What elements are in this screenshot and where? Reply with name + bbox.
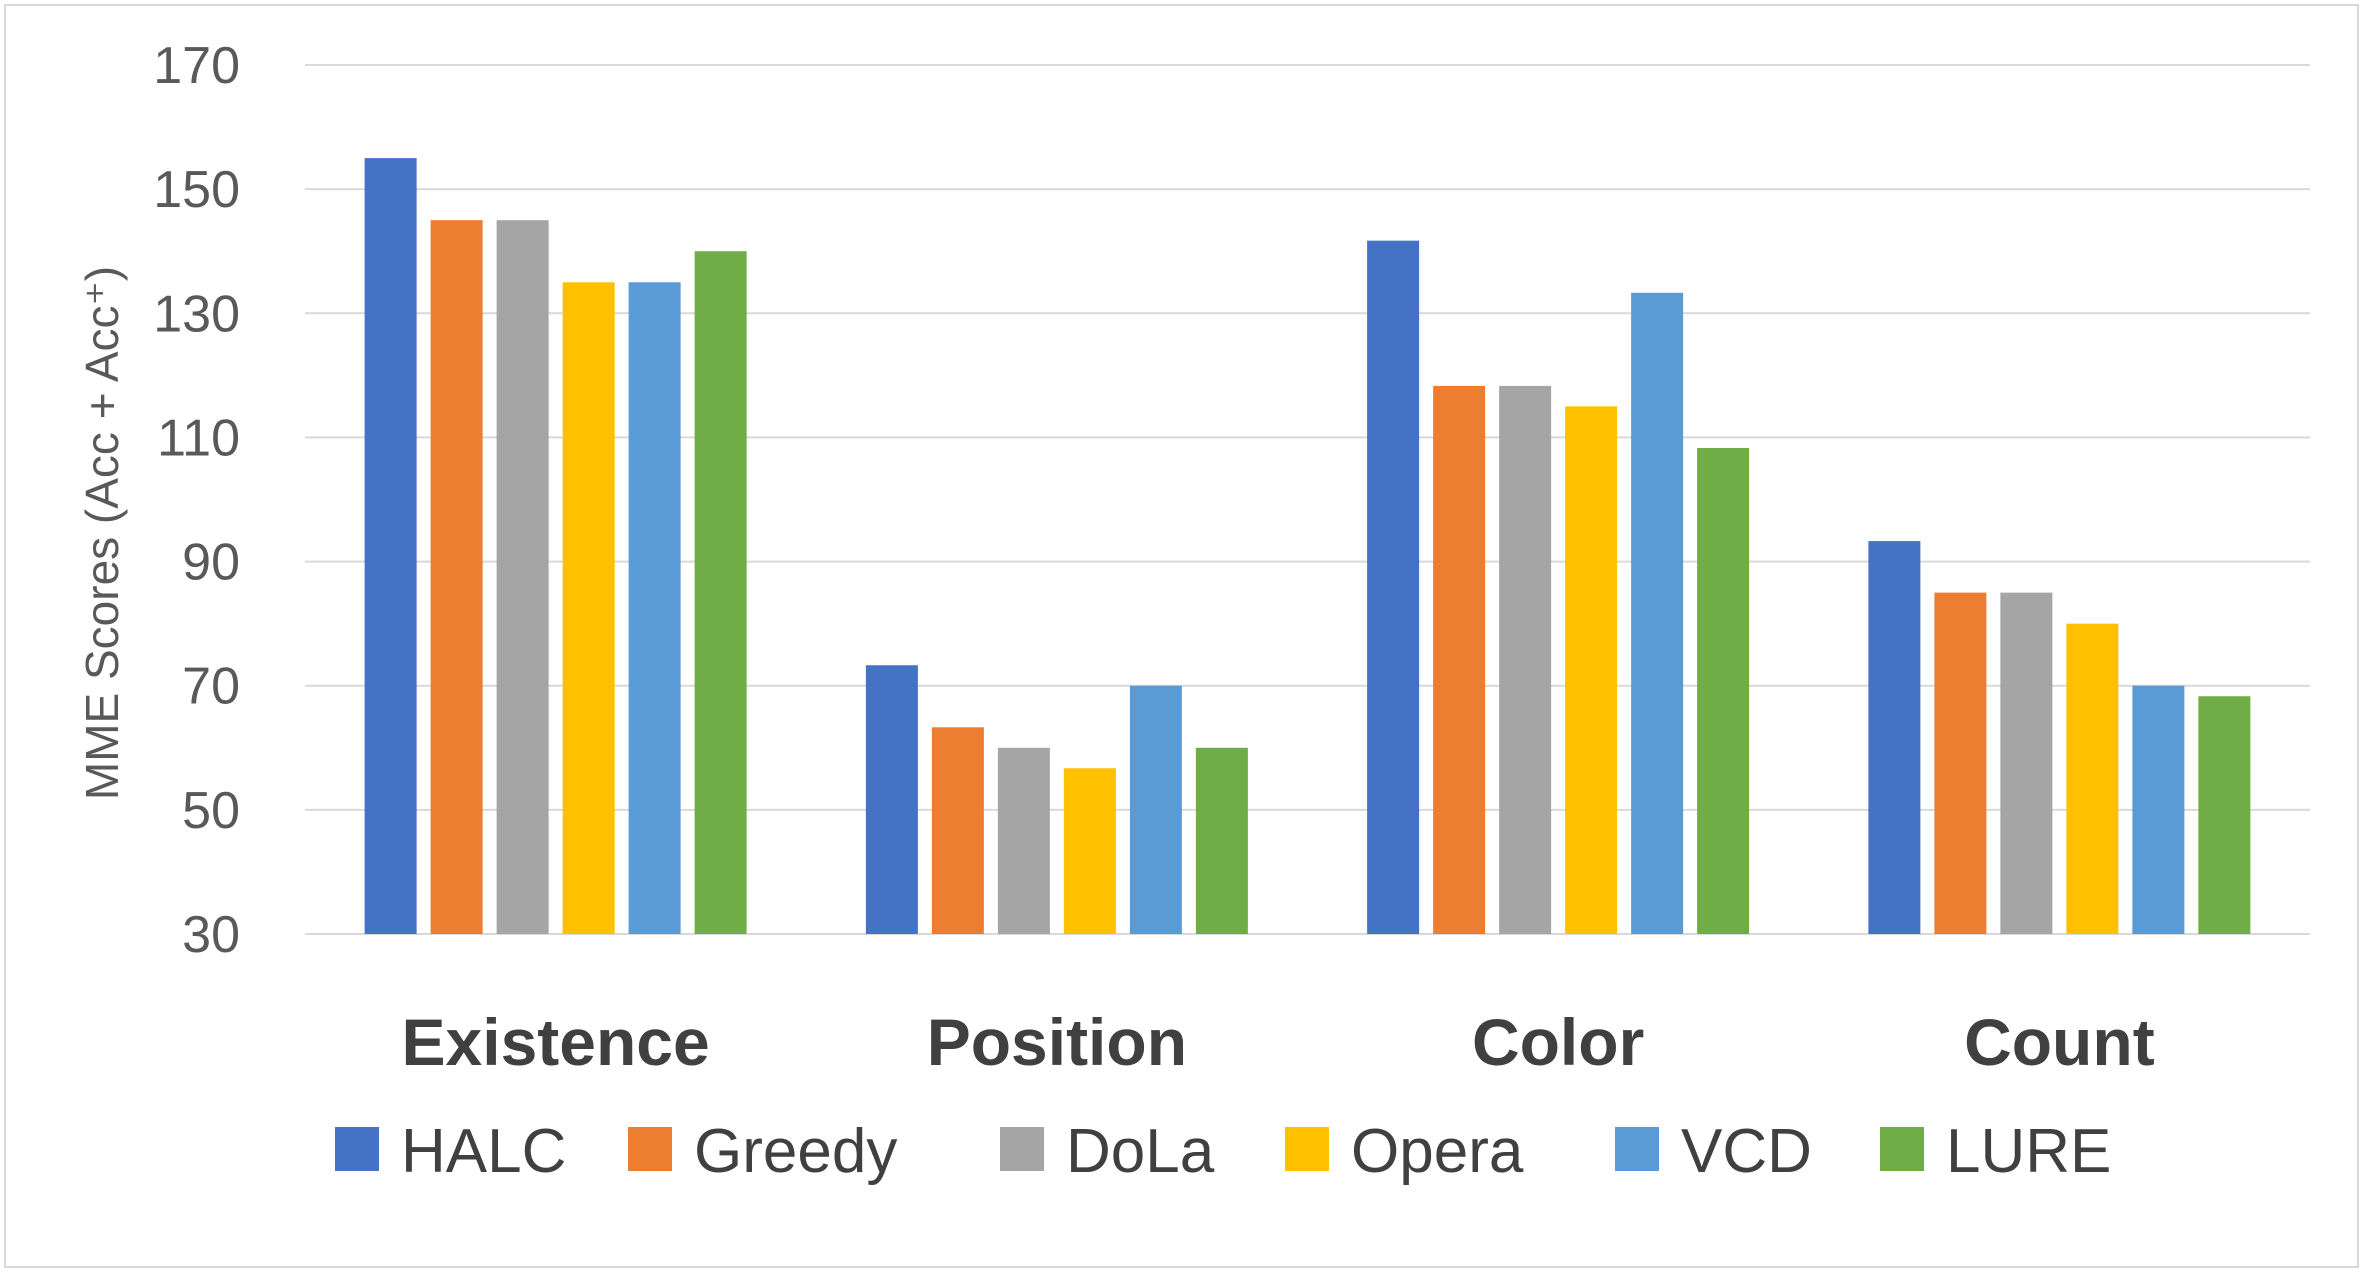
- legend-swatch: [1285, 1127, 1329, 1171]
- category-label: Color: [1472, 1005, 1644, 1079]
- legend-swatch: [335, 1127, 379, 1171]
- legend-label: Opera: [1351, 1117, 1524, 1186]
- bar-opera-position: [1063, 768, 1116, 934]
- bar-halc-color: [1367, 240, 1420, 935]
- bar-dola-position: [997, 747, 1050, 934]
- bar-vcd-count: [2132, 685, 2185, 934]
- bar-halc-position: [865, 665, 918, 934]
- bar-halc-count: [1868, 541, 1921, 934]
- bar-halc-existence: [364, 158, 417, 934]
- legend-label: DoLa: [1066, 1117, 1215, 1186]
- bar-lure-color: [1697, 447, 1750, 934]
- category-label: Position: [927, 1005, 1187, 1079]
- bar-vcd-position: [1129, 685, 1182, 934]
- x-axis-categories: Existence Position Color Count: [402, 1005, 2155, 1079]
- bar-greedy-color: [1433, 385, 1486, 934]
- legend-label: HALC: [401, 1117, 566, 1186]
- legend: HALC Greedy DoLa Opera VCD LURE: [335, 1117, 2111, 1186]
- bar-vcd-existence: [628, 282, 681, 934]
- bar-greedy-existence: [430, 220, 483, 934]
- y-axis-ticks: 30 50 70 90 110 130 150 170: [153, 37, 240, 964]
- bar-lure-position: [1195, 747, 1248, 934]
- bar-greedy-count: [1934, 592, 1987, 934]
- bar-opera-count: [2066, 623, 2119, 934]
- y-tick-label: 30: [182, 906, 240, 964]
- legend-label: VCD: [1681, 1117, 1812, 1186]
- legend-swatch: [628, 1127, 672, 1171]
- legend-label: Greedy: [694, 1117, 897, 1186]
- bars: [364, 158, 2251, 935]
- y-tick-label: 150: [153, 161, 240, 219]
- bar-lure-existence: [694, 251, 747, 934]
- legend-swatch: [1615, 1127, 1659, 1171]
- bar-opera-color: [1565, 406, 1618, 935]
- legend-label: LURE: [1946, 1117, 2111, 1186]
- y-tick-label: 110: [157, 409, 240, 467]
- bar-dola-color: [1499, 385, 1552, 934]
- y-axis-label: MME Scores (Acc + Acc⁺): [76, 266, 128, 800]
- bar-lure-count: [2198, 696, 2251, 934]
- y-tick-label: 90: [182, 534, 240, 592]
- bar-opera-existence: [562, 282, 615, 934]
- legend-swatch: [1880, 1127, 1924, 1171]
- y-tick-label: 170: [153, 37, 240, 95]
- bar-dola-count: [2000, 592, 2053, 934]
- bar-greedy-position: [931, 727, 984, 934]
- bar-dola-existence: [496, 220, 549, 934]
- category-label: Existence: [402, 1005, 710, 1079]
- y-tick-label: 70: [182, 658, 240, 716]
- bar-vcd-color: [1631, 292, 1684, 935]
- category-label: Count: [1964, 1005, 2155, 1079]
- y-tick-label: 50: [182, 782, 240, 840]
- y-tick-label: 130: [153, 285, 240, 343]
- legend-swatch: [1000, 1127, 1044, 1171]
